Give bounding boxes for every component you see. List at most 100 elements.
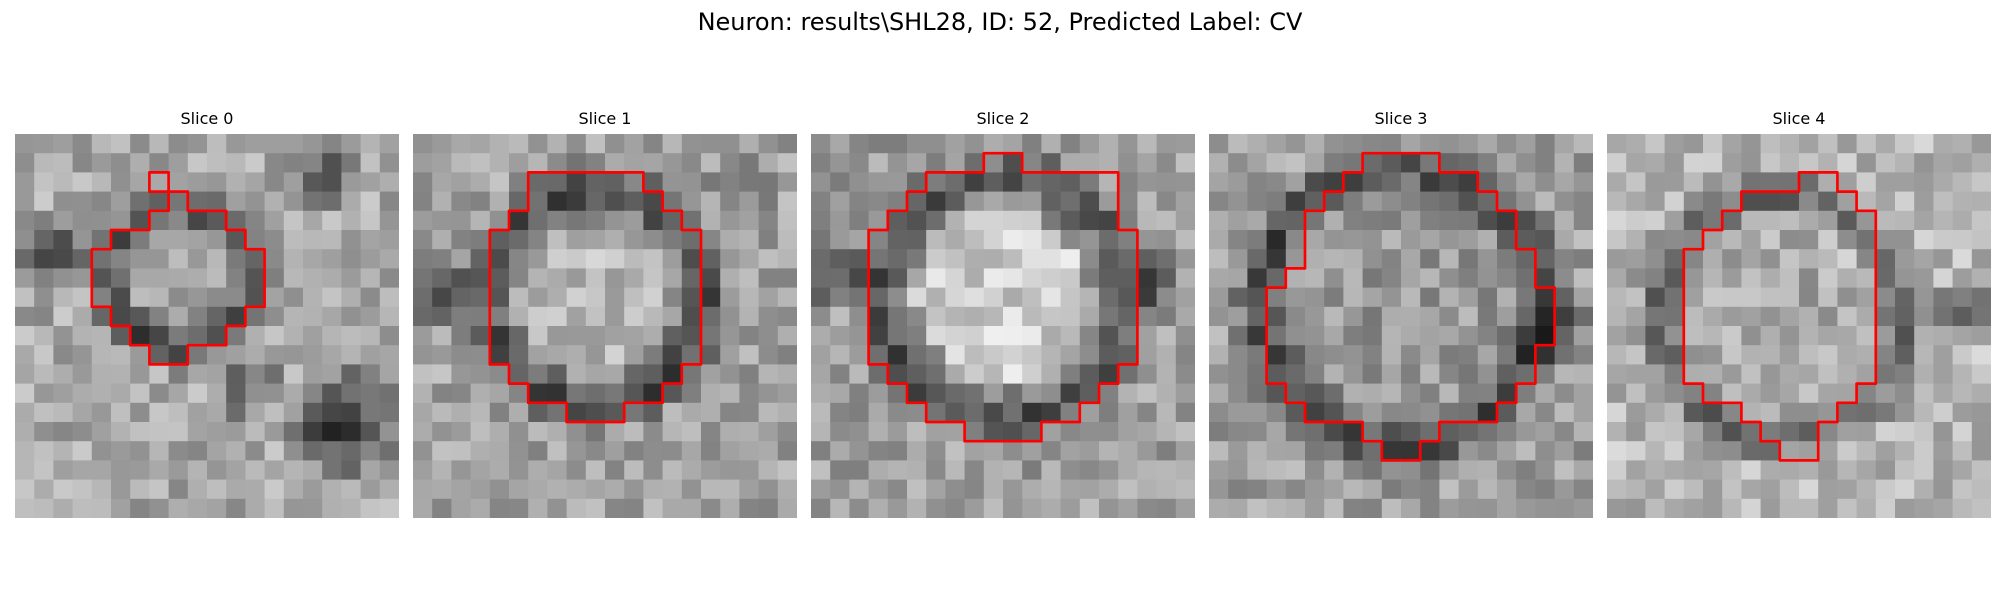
image-pixel xyxy=(1818,172,1838,192)
image-pixel xyxy=(1497,191,1517,212)
image-pixel xyxy=(945,210,965,231)
image-pixel xyxy=(322,364,342,384)
image-pixel xyxy=(1952,306,1973,327)
image-pixel xyxy=(226,364,246,384)
image-pixel xyxy=(1895,422,1915,442)
image-pixel xyxy=(1420,383,1440,404)
image-pixel xyxy=(72,230,93,250)
image-pixel xyxy=(187,460,208,480)
image-pixel xyxy=(451,249,471,269)
image-pixel xyxy=(605,191,625,212)
image-pixel xyxy=(1343,479,1363,500)
image-pixel xyxy=(1228,172,1248,192)
image-pixel xyxy=(1779,249,1800,269)
image-pixel xyxy=(1895,345,1915,365)
image-pixel xyxy=(149,230,169,250)
image-pixel xyxy=(739,326,759,346)
image-pixel xyxy=(1933,268,1953,288)
image-pixel xyxy=(1818,326,1838,346)
image-pixel xyxy=(432,153,452,173)
image-pixel xyxy=(72,460,93,480)
image-pixel xyxy=(1856,441,1877,461)
image-pixel xyxy=(1079,268,1100,288)
image-pixel xyxy=(432,364,452,384)
image-pixel xyxy=(739,498,759,518)
image-pixel xyxy=(1497,422,1517,442)
image-pixel xyxy=(15,479,35,500)
image-pixel xyxy=(1362,172,1383,192)
image-pixel xyxy=(1099,191,1119,212)
image-pixel xyxy=(451,287,471,308)
image-pixel xyxy=(245,210,265,231)
image-pixel xyxy=(470,460,491,480)
image-pixel xyxy=(322,153,342,173)
image-pixel xyxy=(1741,326,1761,346)
image-pixel xyxy=(830,345,850,365)
image-pixel xyxy=(264,364,285,384)
image-pixel xyxy=(413,210,433,231)
image-pixel xyxy=(758,364,779,384)
image-pixel xyxy=(1381,498,1402,518)
image-pixel xyxy=(1933,134,1953,154)
image-pixel xyxy=(245,287,265,308)
segmentation-contour-small xyxy=(148,171,170,193)
image-pixel xyxy=(264,153,285,173)
image-pixel xyxy=(245,306,265,327)
image-pixel xyxy=(111,268,131,288)
image-pixel xyxy=(34,230,54,250)
image-pixel xyxy=(907,498,927,518)
image-pixel xyxy=(1971,134,1991,154)
image-pixel xyxy=(187,249,208,269)
image-pixel xyxy=(1266,230,1287,250)
image-pixel xyxy=(887,306,908,327)
image-pixel xyxy=(585,210,606,231)
image-pixel xyxy=(1799,191,1819,212)
image-pixel xyxy=(983,345,1004,365)
image-pixel xyxy=(1343,402,1363,423)
image-pixel xyxy=(1779,479,1800,500)
image-pixel xyxy=(264,230,285,250)
image-pixel xyxy=(283,383,304,404)
image-pixel xyxy=(451,306,471,327)
image-pixel xyxy=(322,326,342,346)
image-pixel xyxy=(379,345,399,365)
image-pixel xyxy=(111,172,131,192)
image-pixel xyxy=(720,441,740,461)
image-pixel xyxy=(1856,210,1877,231)
image-pixel xyxy=(111,249,131,269)
image-pixel xyxy=(1060,210,1081,231)
image-pixel xyxy=(811,383,831,404)
image-pixel xyxy=(1607,230,1627,250)
image-pixel xyxy=(111,498,131,518)
image-pixel xyxy=(168,422,189,442)
image-pixel xyxy=(91,498,112,518)
image-pixel xyxy=(830,306,850,327)
image-pixel xyxy=(1895,134,1915,154)
image-pixel xyxy=(341,479,361,500)
image-pixel xyxy=(1573,172,1593,192)
image-pixel xyxy=(964,498,985,518)
image-pixel xyxy=(91,210,112,231)
image-pixel xyxy=(1645,498,1665,518)
image-pixel xyxy=(130,230,150,250)
image-pixel xyxy=(868,153,889,173)
image-pixel xyxy=(777,383,797,404)
image-pixel xyxy=(1573,134,1593,154)
image-pixel xyxy=(1228,402,1248,423)
image-pixel xyxy=(149,287,169,308)
image-pixel xyxy=(1266,268,1287,288)
image-pixel xyxy=(207,268,227,288)
image-pixel xyxy=(1060,287,1081,308)
image-pixel xyxy=(1875,230,1896,250)
image-pixel xyxy=(1933,306,1953,327)
image-pixel xyxy=(566,441,587,461)
image-pixel xyxy=(1175,287,1195,308)
image-pixel xyxy=(1228,326,1248,346)
image-pixel xyxy=(1607,422,1627,442)
image-pixel xyxy=(964,153,985,173)
image-pixel xyxy=(470,230,491,250)
image-pixel xyxy=(720,479,740,500)
image-pixel xyxy=(945,364,965,384)
image-pixel xyxy=(1779,383,1800,404)
image-pixel xyxy=(207,441,227,461)
